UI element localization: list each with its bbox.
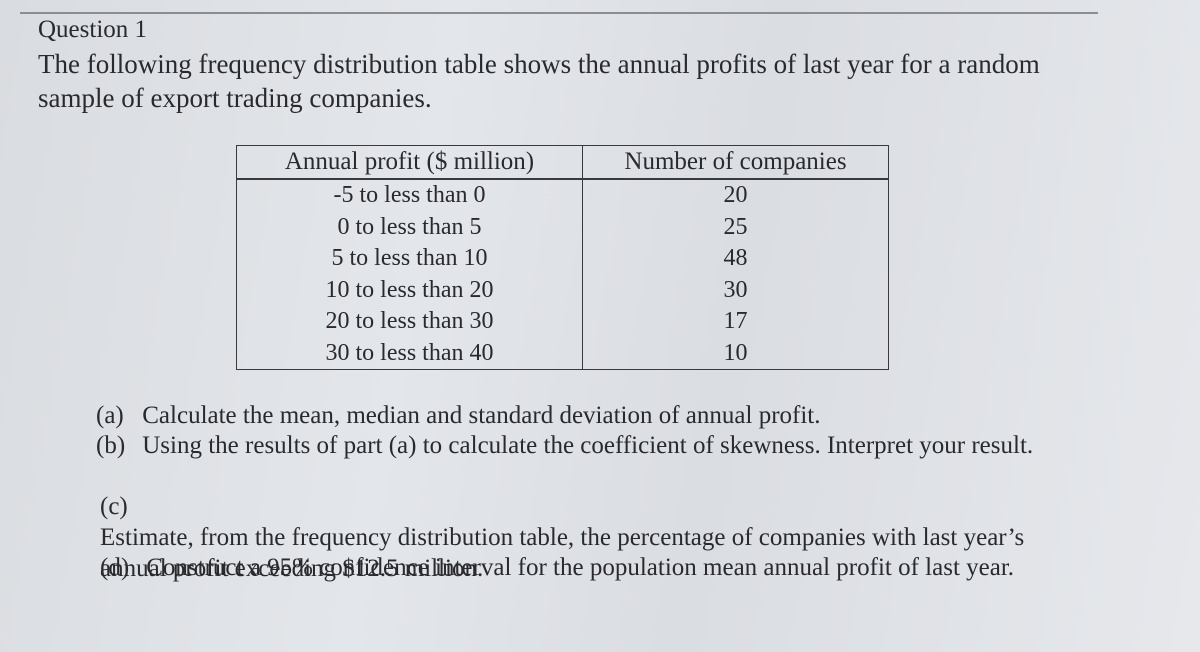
company-count-cell: 20 xyxy=(582,179,889,212)
table-row: 30 to less than 40 10 xyxy=(236,337,889,370)
company-count-cell: 48 xyxy=(582,243,889,275)
part-label: (c) xyxy=(100,493,128,520)
part-text: Construct a 95% confidence interval for … xyxy=(146,554,1015,581)
question-part-c: (c) Estimate, from the frequency distrib… xyxy=(100,491,1080,584)
company-count-cell: 10 xyxy=(582,337,889,370)
company-count-cell: 25 xyxy=(582,211,889,243)
question-part-d: (d) Construct a 95% confidence interval … xyxy=(100,552,1100,583)
table-row: 20 to less than 30 17 xyxy=(236,306,889,338)
header-annual-profit: Annual profit ($ million) xyxy=(236,145,583,180)
table-row: 10 to less than 20 30 xyxy=(236,274,889,306)
question-title: Question 1 xyxy=(38,16,148,43)
frequency-table: Annual profit ($ million) Number of comp… xyxy=(236,145,889,370)
part-label: (b) xyxy=(96,432,126,459)
profit-range-cell: 5 to less than 10 xyxy=(236,243,583,275)
question-part-b: (b) Using the results of part (a) to cal… xyxy=(96,430,1096,461)
table-header-row: Annual profit ($ million) Number of comp… xyxy=(236,145,889,180)
profit-range-cell: 10 to less than 20 xyxy=(236,274,583,306)
profit-range-cell: 30 to less than 40 xyxy=(236,337,583,370)
company-count-cell: 30 xyxy=(582,274,889,306)
table-row: 0 to less than 5 25 xyxy=(236,211,889,243)
top-divider xyxy=(20,12,1098,14)
profit-range-cell: 20 to less than 30 xyxy=(236,306,583,338)
question-intro: The following frequency distribution tab… xyxy=(38,49,1040,113)
profit-range-cell: 0 to less than 5 xyxy=(236,211,583,243)
part-text: Using the results of part (a) to calcula… xyxy=(142,432,1034,459)
table-row: -5 to less than 0 20 xyxy=(236,179,889,212)
profit-range-cell: -5 to less than 0 xyxy=(236,179,583,212)
question-part-a: (a) Calculate the mean, median and stand… xyxy=(96,400,1096,431)
part-text: Calculate the mean, median and standard … xyxy=(142,402,821,429)
table-row: 5 to less than 10 48 xyxy=(236,243,889,275)
company-count-cell: 17 xyxy=(582,306,889,338)
part-label: (a) xyxy=(96,402,124,429)
part-text: Estimate, from the frequency distributio… xyxy=(100,524,1025,582)
part-label: (d) xyxy=(100,554,130,581)
header-number-of-companies: Number of companies xyxy=(582,145,889,180)
